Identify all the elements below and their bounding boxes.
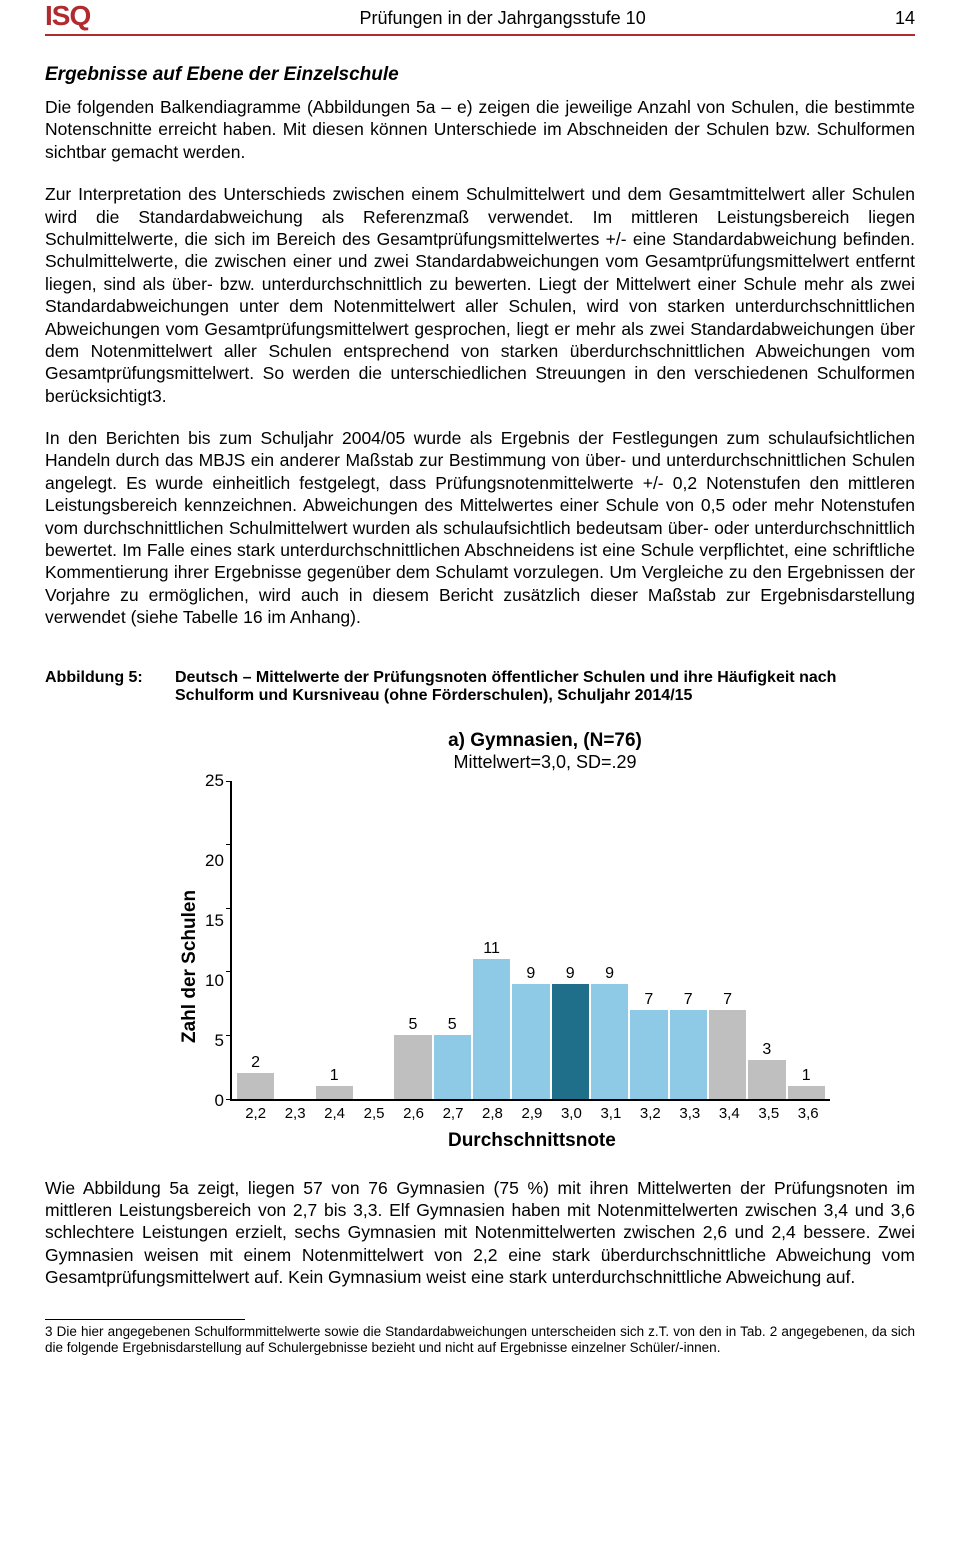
chart-bar-slot: 3 [747,781,786,1099]
chart-bar [748,1060,785,1098]
chart-bar-slot: 9 [551,781,590,1099]
chart-xtick: 2,4 [315,1101,354,1122]
chart-xtick: 2,7 [433,1101,472,1122]
chart-ytick-mark [226,844,232,845]
figure-caption: Deutsch – Mittelwerte der Prüfungsnoten … [175,669,915,705]
chart-subtitle: Mittelwert=3,0, SD=.29 [175,752,915,773]
chart-bar-slot: 9 [590,781,629,1099]
chart-bar [552,984,589,1098]
page-number: 14 [895,8,915,32]
chart-bar [591,984,628,1098]
chart-bar-slot: 9 [511,781,550,1099]
paragraph-2: Zur Interpretation des Unterschieds zwis… [45,183,915,407]
paragraph-4: Wie Abbildung 5a zeigt, liegen 57 von 76… [45,1177,915,1289]
page: ISQ Prüfungen in der Jahrgangsstufe 10 1… [0,0,960,1387]
page-header: ISQ Prüfungen in der Jahrgangsstufe 10 1… [45,0,915,36]
chart-bar-value: 5 [408,1017,417,1033]
chart-bar-value: 7 [723,992,732,1008]
chart-xtick: 2,3 [275,1101,314,1122]
chart-bar-slot [275,781,314,1099]
chart-bar [788,1086,825,1099]
chart-bar-value: 9 [605,966,614,982]
chart-bars: 2 1 5 5 11 9 9 9 7 7 7 3 1 [232,781,830,1099]
chart-xtick: 3,0 [552,1101,591,1122]
chart-xtick: 3,6 [788,1101,827,1122]
chart-bar [316,1086,353,1099]
header-title: Prüfungen in der Jahrgangsstufe 10 [110,8,895,32]
chart-xtick: 2,8 [473,1101,512,1122]
chart-ytick: 5 [214,1031,223,1051]
chart-ytick-mark [226,971,232,972]
chart-xtick: 2,2 [236,1101,275,1122]
chart-xtick: 2,5 [354,1101,393,1122]
logo: ISQ [45,0,90,32]
chart-ytick-mark [226,1035,232,1036]
chart-bar [670,1010,707,1099]
chart-bar [512,984,549,1098]
paragraph-3: In den Berichten bis zum Schuljahr 2004/… [45,427,915,629]
chart-ylabel: Zahl der Schulen [175,781,205,1152]
chart-title: a) Gymnasien, (N=76) [175,730,915,752]
chart-bar-slot: 7 [629,781,668,1099]
chart-bar-value: 9 [526,966,535,982]
chart-bar-slot: 7 [669,781,708,1099]
chart-bar-value: 3 [762,1042,771,1058]
footnote: 3 Die hier angegebenen Schulformmittelwe… [45,1324,915,1358]
chart-ytick: 0 [214,1091,223,1111]
paragraph-1: Die folgenden Balkendiagramme (Abbildung… [45,96,915,163]
section-title: Ergebnisse auf Ebene der Einzelschule [45,64,915,86]
chart-bar-value: 1 [802,1068,811,1084]
chart-ytick: 20 [205,851,224,871]
chart-bar-slot: 11 [472,781,511,1099]
chart-plot-row: 2520151050 21551199977731 [205,781,832,1101]
chart-bar [434,1035,471,1099]
chart-ytick: 15 [205,911,224,931]
chart-ytick: 25 [205,771,224,791]
chart-bar-slot [354,781,393,1099]
chart-bar-value: 5 [448,1017,457,1033]
chart-xtick: 3,1 [591,1101,630,1122]
chart-xlabel: Durchschnittsnote [232,1130,832,1152]
chart-bar-value: 7 [684,992,693,1008]
chart-bar-slot: 5 [433,781,472,1099]
chart-bar-slot: 5 [393,781,432,1099]
chart-bar-slot: 7 [708,781,747,1099]
chart: a) Gymnasien, (N=76) Mittelwert=3,0, SD=… [45,730,915,1152]
chart-body: Zahl der Schulen 2520151050 215511999777… [175,781,915,1152]
chart-bar [630,1010,667,1099]
chart-bar-value: 7 [644,992,653,1008]
chart-bar [237,1073,274,1098]
chart-plot-area: 2 1 5 5 11 9 9 9 7 7 7 3 1 [230,781,830,1101]
chart-xtick: 3,3 [670,1101,709,1122]
chart-bar-slot: 1 [787,781,826,1099]
chart-xtick: 3,5 [749,1101,788,1122]
chart-xtick: 3,4 [710,1101,749,1122]
chart-bar [473,959,510,1099]
chart-bar [709,1010,746,1099]
chart-xtick: 2,9 [512,1101,551,1122]
chart-bar-value: 1 [330,1068,339,1084]
chart-ytick-mark [226,781,232,782]
footnote-separator [45,1319,245,1320]
chart-bar-slot: 2 [236,781,275,1099]
chart-bar-slot: 1 [315,781,354,1099]
chart-xtick: 3,2 [631,1101,670,1122]
chart-bar-value: 2 [251,1055,260,1071]
chart-xaxis: 2,22,32,42,52,62,72,82,93,03,13,23,33,43… [232,1101,832,1122]
chart-yaxis: 2520151050 [205,781,230,1101]
chart-bar-value: 11 [483,941,500,957]
chart-bar-value: 9 [566,966,575,982]
chart-ytick-mark [226,1099,232,1100]
figure-label: Abbildung 5: [45,669,175,705]
figure-caption-row: Abbildung 5: Deutsch – Mittelwerte der P… [45,669,915,705]
chart-bar [394,1035,431,1099]
chart-ytick: 10 [205,971,224,991]
chart-plot-column: 2520151050 21551199977731 2,22,32,42,52,… [205,781,832,1152]
chart-xtick: 2,6 [394,1101,433,1122]
chart-ytick-mark [226,908,232,909]
